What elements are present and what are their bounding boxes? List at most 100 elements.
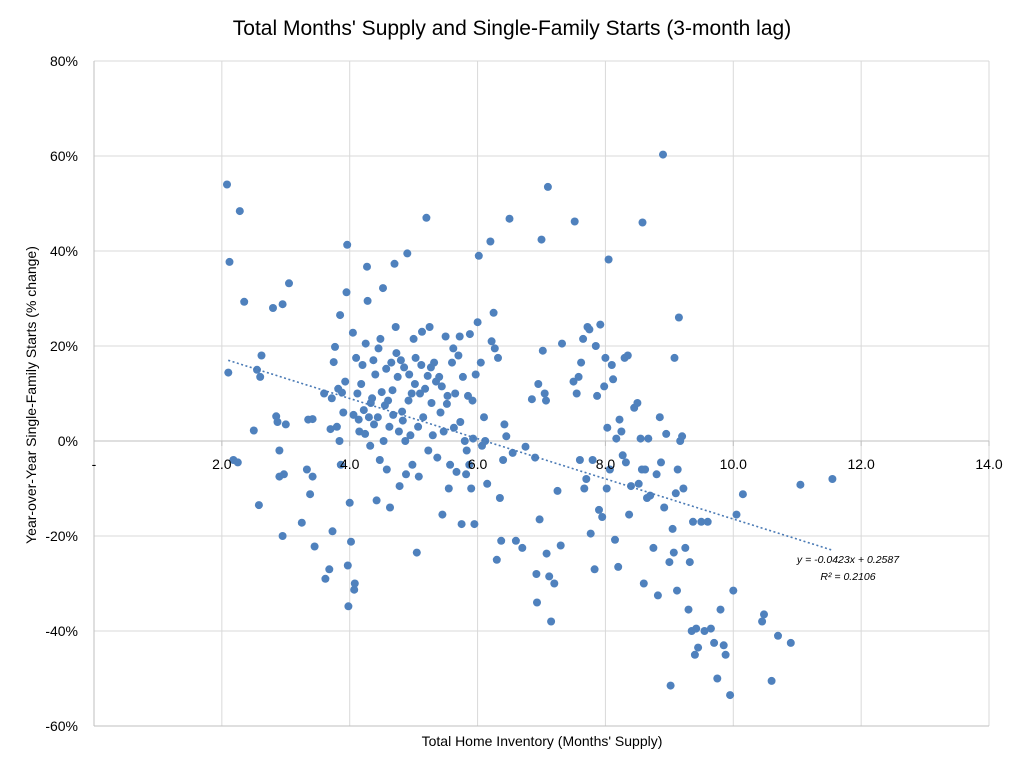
data-point bbox=[376, 334, 385, 343]
data-point bbox=[786, 638, 795, 647]
data-point bbox=[419, 413, 428, 422]
trendline-equation: y = -0.0423x + 0.2587 bbox=[796, 554, 900, 566]
data-point bbox=[430, 358, 439, 367]
data-point bbox=[547, 617, 556, 626]
data-point bbox=[710, 638, 719, 647]
data-point bbox=[465, 460, 474, 469]
data-point bbox=[457, 520, 466, 529]
data-point bbox=[532, 570, 541, 578]
data-point bbox=[500, 420, 509, 429]
data-point bbox=[407, 389, 416, 398]
data-point bbox=[364, 413, 373, 422]
x-tick-label: 14.0 bbox=[975, 456, 1002, 472]
data-point bbox=[401, 437, 410, 445]
data-point bbox=[716, 605, 725, 614]
data-point bbox=[615, 415, 624, 424]
x-tick-label: 4.0 bbox=[340, 456, 360, 472]
data-point bbox=[639, 579, 648, 588]
data-point bbox=[462, 470, 471, 479]
data-point bbox=[224, 368, 233, 377]
y-tick-label: -60% bbox=[45, 718, 78, 734]
data-point bbox=[570, 217, 579, 226]
data-point bbox=[345, 498, 354, 507]
data-point bbox=[452, 467, 461, 476]
data-point bbox=[601, 353, 610, 362]
data-point bbox=[542, 396, 550, 405]
data-point bbox=[614, 562, 623, 571]
data-point bbox=[388, 386, 397, 395]
data-point bbox=[400, 363, 409, 372]
data-point bbox=[542, 549, 551, 558]
data-point bbox=[408, 460, 417, 469]
data-point bbox=[655, 413, 664, 422]
data-point bbox=[603, 423, 612, 432]
data-point bbox=[685, 558, 694, 567]
data-point bbox=[660, 503, 669, 512]
data-point bbox=[414, 422, 423, 431]
data-point bbox=[328, 527, 337, 536]
data-point bbox=[692, 624, 701, 633]
data-point bbox=[411, 353, 420, 362]
data-point bbox=[308, 415, 317, 424]
data-point bbox=[428, 431, 437, 440]
data-point bbox=[448, 358, 456, 367]
y-tick-label: 80% bbox=[50, 53, 78, 69]
data-point bbox=[358, 361, 367, 369]
data-point bbox=[828, 475, 837, 483]
data-point bbox=[369, 356, 378, 365]
data-point bbox=[402, 470, 410, 479]
data-point bbox=[634, 479, 643, 488]
data-point bbox=[460, 437, 469, 445]
data-point bbox=[302, 465, 311, 474]
data-point bbox=[451, 389, 460, 398]
data-point bbox=[713, 674, 722, 683]
data-point bbox=[470, 520, 479, 529]
data-point bbox=[379, 437, 388, 445]
data-point bbox=[644, 434, 653, 443]
data-point bbox=[668, 524, 677, 533]
data-point bbox=[297, 518, 306, 527]
data-point bbox=[398, 416, 407, 425]
data-point bbox=[310, 542, 319, 551]
data-point bbox=[518, 543, 527, 552]
data-point bbox=[569, 377, 578, 386]
data-point bbox=[424, 446, 433, 455]
data-point bbox=[487, 337, 496, 346]
data-point bbox=[467, 484, 476, 493]
data-point bbox=[511, 536, 520, 545]
data-point bbox=[344, 602, 353, 611]
data-point bbox=[553, 486, 562, 495]
data-point bbox=[404, 396, 413, 405]
data-point bbox=[486, 237, 495, 246]
data-point bbox=[681, 543, 690, 552]
data-point bbox=[585, 325, 594, 334]
data-point bbox=[332, 422, 341, 431]
data-point bbox=[593, 391, 602, 400]
data-point bbox=[425, 323, 434, 331]
data-point bbox=[384, 396, 393, 405]
data-point bbox=[273, 418, 282, 426]
data-point bbox=[446, 460, 455, 469]
x-tick-label: - bbox=[92, 456, 97, 472]
data-point bbox=[427, 399, 436, 407]
data-point bbox=[343, 240, 352, 249]
trendline-r-squared: R² = 0.2106 bbox=[820, 571, 875, 583]
data-point bbox=[366, 441, 375, 450]
data-point bbox=[442, 399, 451, 408]
data-point bbox=[371, 370, 380, 379]
data-point bbox=[621, 458, 630, 467]
data-point bbox=[481, 437, 490, 445]
data-point bbox=[580, 484, 589, 493]
data-point bbox=[662, 429, 671, 438]
data-points bbox=[223, 150, 837, 700]
data-point bbox=[449, 423, 458, 432]
data-point bbox=[454, 351, 463, 360]
data-point bbox=[423, 371, 432, 380]
data-point bbox=[409, 334, 418, 343]
data-point bbox=[638, 218, 647, 227]
data-point bbox=[550, 579, 559, 588]
data-point bbox=[505, 214, 514, 223]
data-point bbox=[416, 389, 424, 398]
data-point bbox=[385, 422, 394, 431]
y-tick-label: 40% bbox=[50, 243, 78, 259]
